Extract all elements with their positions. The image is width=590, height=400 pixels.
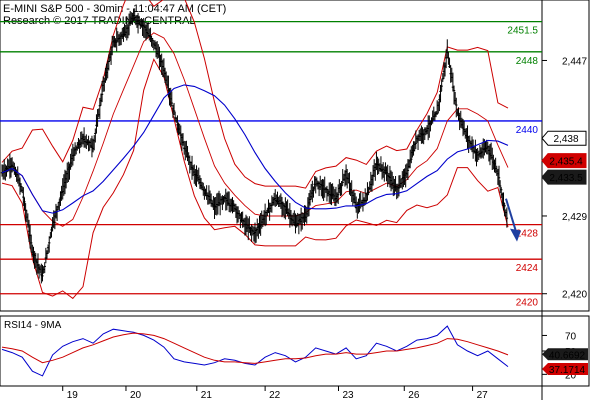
price-tag-label: 2,438 [553, 134, 578, 145]
level-label: 2420 [516, 298, 539, 309]
time-axis-label: 19 [67, 390, 79, 400]
level-label: 2451.5 [507, 26, 538, 37]
rsi-tag-box [542, 348, 588, 361]
rsi-tag-box [542, 362, 588, 375]
bollinger-bands [1, 0, 509, 300]
rsi-axis-label: 20 [565, 370, 577, 381]
rsi-tag-label: 37.1714 [549, 365, 586, 376]
rsi-tags: 40.6692 37.1714 [542, 348, 588, 376]
rsi-ma-line [1, 332, 509, 364]
chart-title: E-MINI S&P 500 - 30min - 11:04:47 AM (CE… [3, 3, 226, 15]
rsi-line [1, 325, 509, 377]
forecast-arrow [505, 198, 521, 242]
time-axis-label: 21 [201, 390, 213, 400]
price-tag-box [541, 169, 587, 185]
price-axis-label: 2,429 [562, 212, 587, 223]
forecast-arrow-shaft [505, 198, 517, 232]
rsi-tag-label: 40.6692 [549, 350, 586, 361]
level-label: 2440 [516, 125, 539, 136]
price-panel-frame [0, 0, 590, 312]
level-label: 2424 [516, 263, 539, 274]
trend-ma-line [1, 84, 509, 214]
rsi-lines [1, 325, 509, 377]
price-axis-label: 2,420 [562, 290, 587, 301]
price-tag-box [541, 130, 587, 146]
time-axis-label: 23 [342, 390, 354, 400]
rsi-panel-frame [0, 315, 590, 387]
rsi-title: RSI14 - 9MA [4, 320, 62, 331]
time-axis: 19 20 21 22 23 26 27 [62, 386, 489, 400]
price-tag-label: 2,435.4 [549, 157, 583, 168]
time-axis-label: 22 [269, 390, 281, 400]
price-tag-box [541, 153, 587, 169]
lower-band [1, 58, 509, 300]
rsi-axis-label: 70 [565, 331, 577, 342]
moving-average [1, 84, 509, 214]
level-label: 2428 [516, 229, 539, 240]
level-label: 2448 [516, 56, 539, 67]
price-bars [0, 8, 509, 284]
price-tag-label: 2,433.5 [549, 173, 583, 184]
forecast-arrow-head [510, 228, 521, 242]
upper-band [1, 0, 509, 189]
time-axis-label: 27 [477, 390, 489, 400]
price-axis-label: 2,447 [562, 56, 587, 67]
middle-band [1, 32, 509, 227]
time-axis-label: 20 [130, 390, 142, 400]
price-levels: 2451.5 2448 2440 2428 2424 2420 [0, 20, 542, 309]
price-tags: 2,438 2,435.4 2,433.5 [541, 130, 587, 185]
time-axis-label: 26 [408, 390, 420, 400]
